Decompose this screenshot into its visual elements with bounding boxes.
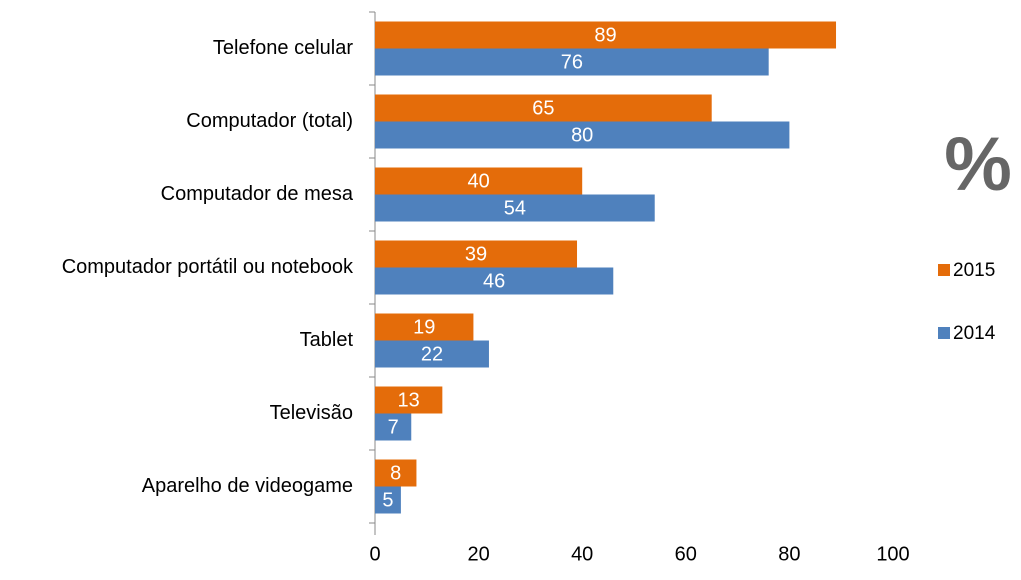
bar bbox=[375, 167, 583, 195]
data-label: 80 bbox=[571, 124, 593, 146]
bar bbox=[375, 486, 401, 514]
y-tick-label: Aparelho de videogame bbox=[142, 475, 353, 497]
bar bbox=[375, 386, 443, 414]
bar bbox=[375, 21, 837, 49]
bar bbox=[375, 413, 412, 441]
y-tick-label: Telefone celular bbox=[213, 37, 353, 59]
x-tick-label: 80 bbox=[778, 543, 800, 565]
data-label: 13 bbox=[398, 389, 420, 411]
y-tick-label: Tablet bbox=[300, 329, 354, 351]
y-tick-label: Televisão bbox=[270, 402, 353, 424]
bar bbox=[375, 340, 489, 368]
data-label: 5 bbox=[382, 489, 393, 511]
legend-swatch bbox=[938, 264, 950, 276]
data-label: 39 bbox=[465, 243, 487, 265]
data-label: 46 bbox=[483, 270, 505, 292]
unit-label: % bbox=[944, 122, 1012, 207]
legend-swatch bbox=[938, 327, 950, 339]
data-label: 54 bbox=[504, 197, 526, 219]
bar bbox=[375, 121, 790, 149]
y-tick-label: Computador (total) bbox=[186, 110, 353, 132]
data-label: 40 bbox=[467, 170, 489, 192]
y-tick-label: Computador de mesa bbox=[161, 183, 354, 205]
y-tick-label: Computador portátil ou notebook bbox=[62, 256, 354, 278]
data-label: 65 bbox=[532, 97, 554, 119]
x-tick-label: 0 bbox=[369, 543, 380, 565]
x-tick-label: 100 bbox=[876, 543, 909, 565]
bar bbox=[375, 94, 712, 122]
data-label: 89 bbox=[594, 24, 616, 46]
bar bbox=[375, 48, 769, 76]
bar bbox=[375, 267, 614, 295]
data-label: 76 bbox=[561, 51, 583, 73]
data-label: 22 bbox=[421, 343, 443, 365]
legend-label: 2014 bbox=[953, 323, 996, 344]
data-label: 7 bbox=[388, 416, 399, 438]
bar bbox=[375, 459, 417, 487]
data-label: 19 bbox=[413, 316, 435, 338]
x-tick-label: 60 bbox=[675, 543, 697, 565]
data-label: 8 bbox=[390, 462, 401, 484]
legend-label: 2015 bbox=[953, 260, 995, 281]
x-tick-label: 40 bbox=[571, 543, 593, 565]
x-tick-label: 20 bbox=[467, 543, 489, 565]
bar bbox=[375, 240, 578, 268]
bar bbox=[375, 313, 474, 341]
bar bbox=[375, 194, 655, 222]
